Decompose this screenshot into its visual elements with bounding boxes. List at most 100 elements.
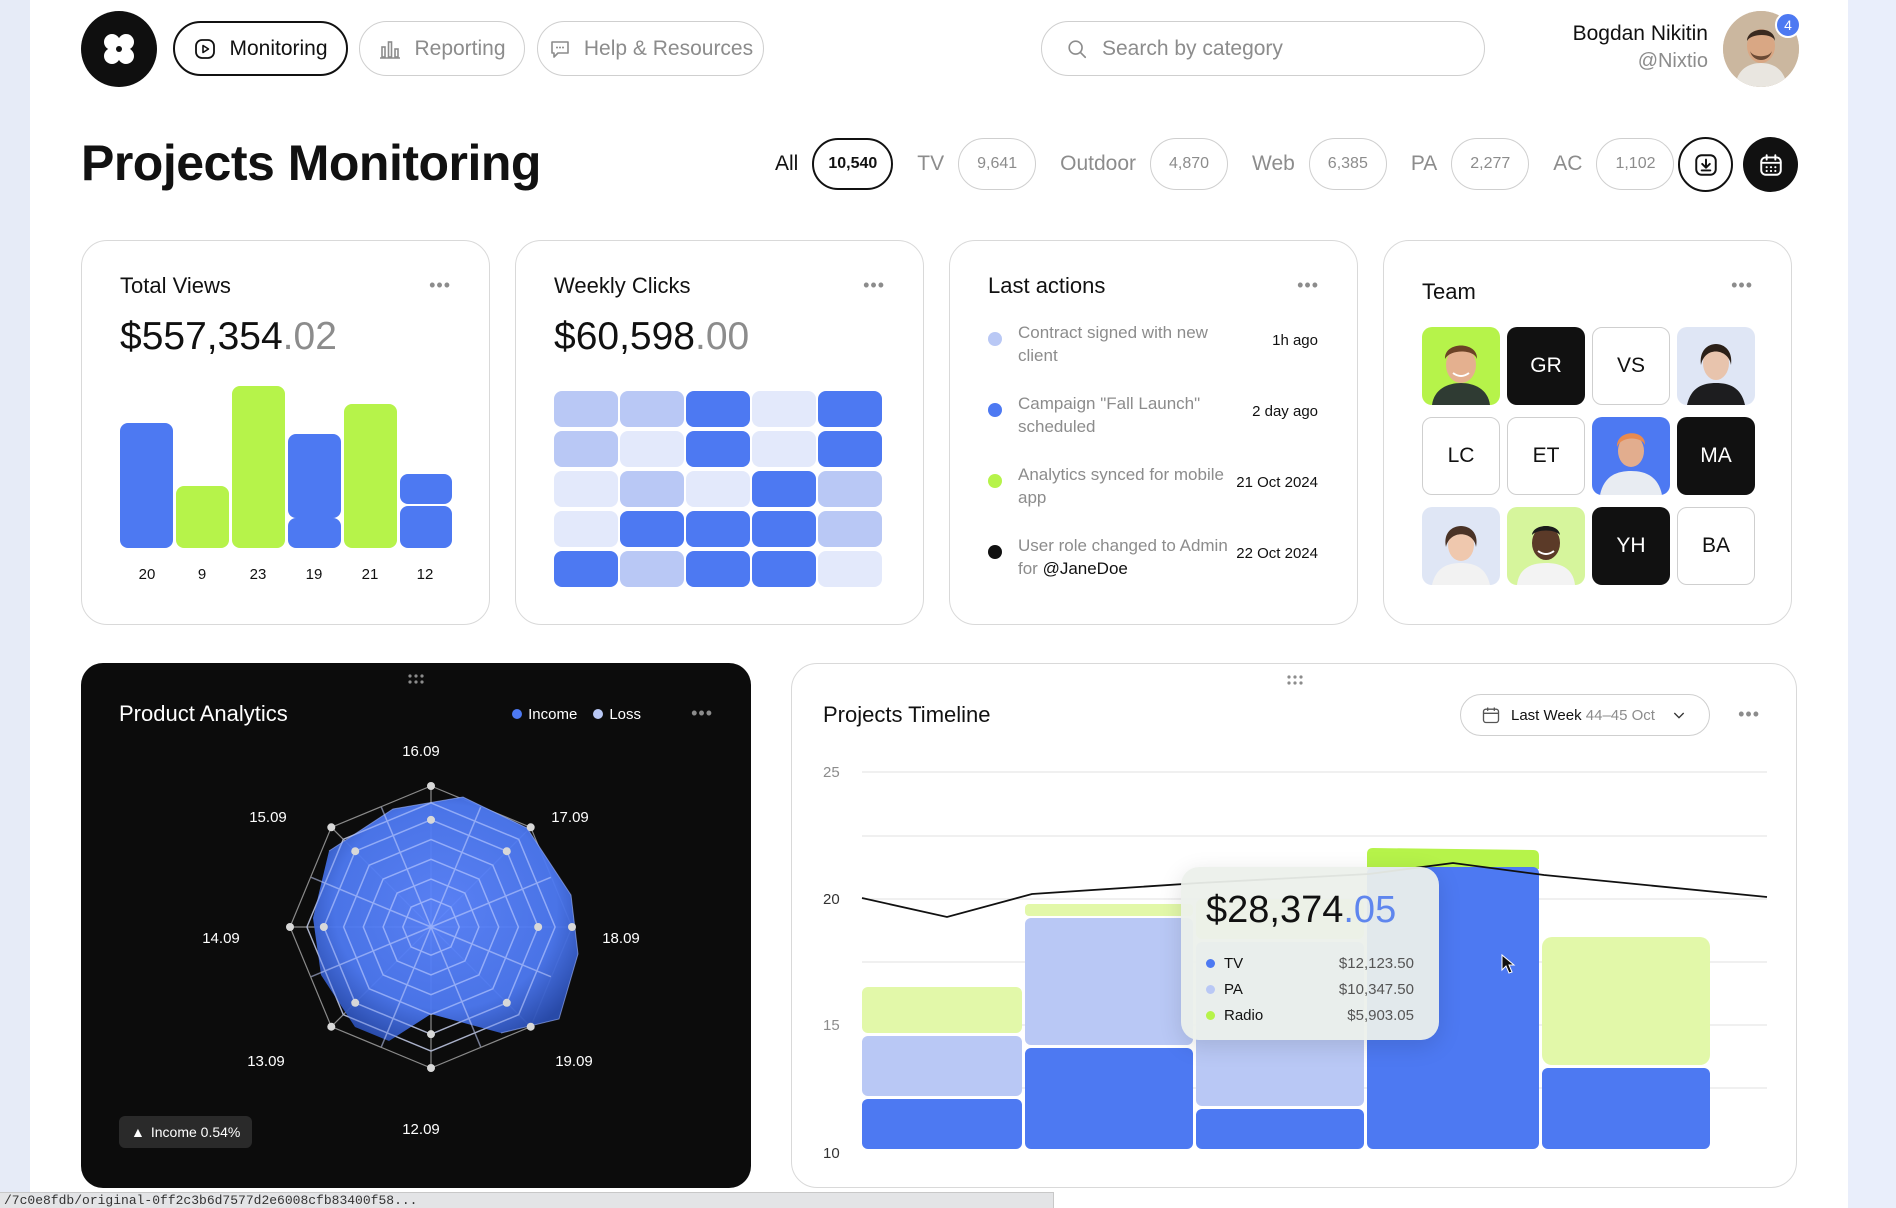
nav-reporting[interactable]: Reporting — [359, 21, 525, 76]
calendar-button[interactable] — [1743, 137, 1798, 192]
list-item[interactable]: Campaign "Fall Launch" scheduled 2 day a… — [988, 392, 1318, 463]
stack-segment-pa[interactable] — [1025, 918, 1193, 1045]
radar-node — [286, 923, 294, 931]
heatmap-cell[interactable] — [554, 551, 618, 587]
avatar[interactable]: LC — [1422, 417, 1500, 495]
heatmap-cell[interactable] — [752, 431, 816, 467]
views-bar-chart — [120, 386, 452, 548]
bar[interactable] — [344, 404, 397, 548]
search-input[interactable] — [1102, 36, 1442, 61]
heatmap-cell[interactable] — [620, 551, 684, 587]
bar[interactable] — [176, 486, 229, 548]
stack-segment-radio[interactable] — [1367, 848, 1539, 869]
filter-tv[interactable]: TV 9,641 — [917, 138, 1037, 190]
list-item[interactable]: User role changed to Admin for @JaneDoe … — [988, 534, 1318, 605]
heatmap-cell[interactable] — [620, 391, 684, 427]
heatmap-cell[interactable] — [752, 471, 816, 507]
avatar[interactable]: MA — [1677, 417, 1755, 495]
heatmap-cell[interactable] — [818, 391, 882, 427]
avatar[interactable]: ET — [1507, 417, 1585, 495]
notification-badge[interactable]: 4 — [1775, 12, 1801, 38]
filter-ac[interactable]: AC 1,102 — [1553, 138, 1675, 190]
bar[interactable] — [232, 386, 285, 548]
heatmap-cell[interactable] — [554, 431, 618, 467]
filter-label: AC — [1553, 152, 1583, 175]
stack-segment-radio[interactable] — [1025, 904, 1193, 916]
status-dot — [988, 403, 1002, 417]
nav-help-resources[interactable]: Help & Resources — [537, 21, 764, 76]
browser-status-url: /7c0e8fdb/original-0ff2c3b6d7577d2e6008c… — [0, 1192, 1054, 1208]
logo[interactable] — [81, 11, 157, 87]
avatar[interactable]: BA — [1677, 507, 1755, 585]
drag-handle-icon[interactable] — [1284, 674, 1306, 690]
list-item[interactable]: Analytics synced for mobile app 21 Oct 2… — [988, 463, 1318, 534]
avatar[interactable]: VS — [1592, 327, 1670, 405]
heatmap-cell[interactable] — [752, 551, 816, 587]
heatmap-cell[interactable] — [686, 471, 750, 507]
stack-segment-tv[interactable] — [1196, 1109, 1364, 1149]
filter-pa[interactable]: PA 2,277 — [1411, 138, 1530, 190]
bar-segment[interactable] — [400, 506, 452, 548]
avatar[interactable] — [1592, 417, 1670, 495]
bar-segment[interactable] — [288, 434, 341, 518]
stack-segment-tv[interactable] — [1025, 1048, 1193, 1149]
radar-node — [502, 998, 511, 1007]
stack-segment-tv[interactable] — [862, 1099, 1022, 1149]
heatmap-cell[interactable] — [554, 391, 618, 427]
stack-segment-pa[interactable] — [862, 1036, 1022, 1096]
avatar[interactable] — [1422, 327, 1500, 405]
nav-monitoring[interactable]: Monitoring — [173, 21, 348, 76]
more-options-icon[interactable]: ••• — [1738, 704, 1760, 724]
avatar[interactable] — [1507, 507, 1585, 585]
stack-segment-tv[interactable] — [1542, 1068, 1710, 1149]
income-area[interactable] — [313, 797, 578, 1041]
legend-item[interactable]: Income — [512, 706, 577, 723]
stack-segment-radio[interactable] — [862, 987, 1022, 1033]
bar[interactable] — [120, 423, 173, 548]
more-options-icon[interactable]: ••• — [863, 275, 885, 295]
avatar[interactable] — [1677, 327, 1755, 405]
more-options-icon[interactable]: ••• — [1731, 275, 1753, 295]
heatmap-cell[interactable] — [818, 551, 882, 587]
heatmap-cell[interactable] — [686, 391, 750, 427]
more-options-icon[interactable]: ••• — [1297, 275, 1319, 295]
heatmap-cell[interactable] — [752, 391, 816, 427]
heatmap-cell[interactable] — [620, 431, 684, 467]
heatmap-cell[interactable] — [554, 511, 618, 547]
action-mention[interactable]: @JaneDoe — [1042, 559, 1128, 578]
filter-all[interactable]: All 10,540 — [775, 138, 894, 190]
heatmap-cell[interactable] — [686, 551, 750, 587]
filter-web[interactable]: Web 6,385 — [1252, 138, 1387, 190]
search-bar[interactable] — [1041, 21, 1485, 76]
heatmap-cell[interactable] — [818, 471, 882, 507]
avatar[interactable]: YH — [1592, 507, 1670, 585]
filter-outdoor[interactable]: Outdoor 4,870 — [1060, 138, 1229, 190]
y-axis-labels: 25 20 15 10 — [823, 764, 840, 1162]
more-options-icon[interactable]: ••• — [691, 703, 713, 723]
heatmap-cell[interactable] — [752, 511, 816, 547]
heatmap-cell[interactable] — [620, 471, 684, 507]
user-avatar[interactable] — [1723, 11, 1799, 87]
heatmap-cell[interactable] — [620, 511, 684, 547]
heatmap-cell[interactable] — [818, 511, 882, 547]
list-item[interactable]: Contract signed with new client 1h ago — [988, 321, 1318, 392]
bar-segment[interactable] — [400, 474, 452, 504]
heatmap-cell[interactable] — [686, 511, 750, 547]
avatar[interactable] — [1422, 507, 1500, 585]
bar-segment[interactable] — [288, 518, 341, 548]
date-range-select[interactable]: Last Week 44–45 Oct — [1460, 694, 1710, 736]
avatar-initials: GR — [1530, 354, 1562, 377]
legend-item[interactable]: Loss — [593, 706, 641, 723]
download-button[interactable] — [1678, 137, 1733, 192]
filter-count: 1,102 — [1596, 138, 1675, 190]
user-info[interactable]: Bogdan Nikitin @Nixtio — [1573, 22, 1708, 73]
heatmap-cell[interactable] — [818, 431, 882, 467]
radar-chart: 16.09 17.09 18.09 19.09 12.09 13.09 14.0… — [202, 743, 640, 1138]
more-options-icon[interactable]: ••• — [429, 275, 451, 295]
heatmap-cell[interactable] — [686, 431, 750, 467]
drag-handle-icon[interactable] — [405, 673, 427, 689]
heatmap-cell[interactable] — [554, 471, 618, 507]
avatar[interactable]: GR — [1507, 327, 1585, 405]
stack-segment-radio[interactable] — [1542, 937, 1710, 1065]
action-time: 22 Oct 2024 — [1236, 545, 1318, 562]
